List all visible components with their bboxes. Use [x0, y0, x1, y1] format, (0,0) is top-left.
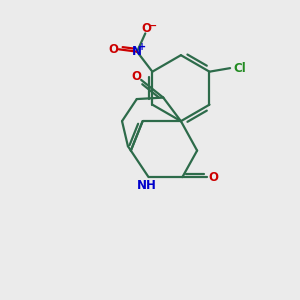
Text: O: O: [141, 22, 151, 35]
Text: O: O: [208, 171, 218, 184]
Text: N: N: [132, 45, 142, 58]
Text: O: O: [108, 43, 118, 56]
Text: Cl: Cl: [234, 61, 246, 75]
Text: NH: NH: [137, 179, 157, 192]
Text: −: −: [147, 21, 157, 31]
Text: +: +: [138, 42, 146, 52]
Text: O: O: [131, 70, 141, 83]
